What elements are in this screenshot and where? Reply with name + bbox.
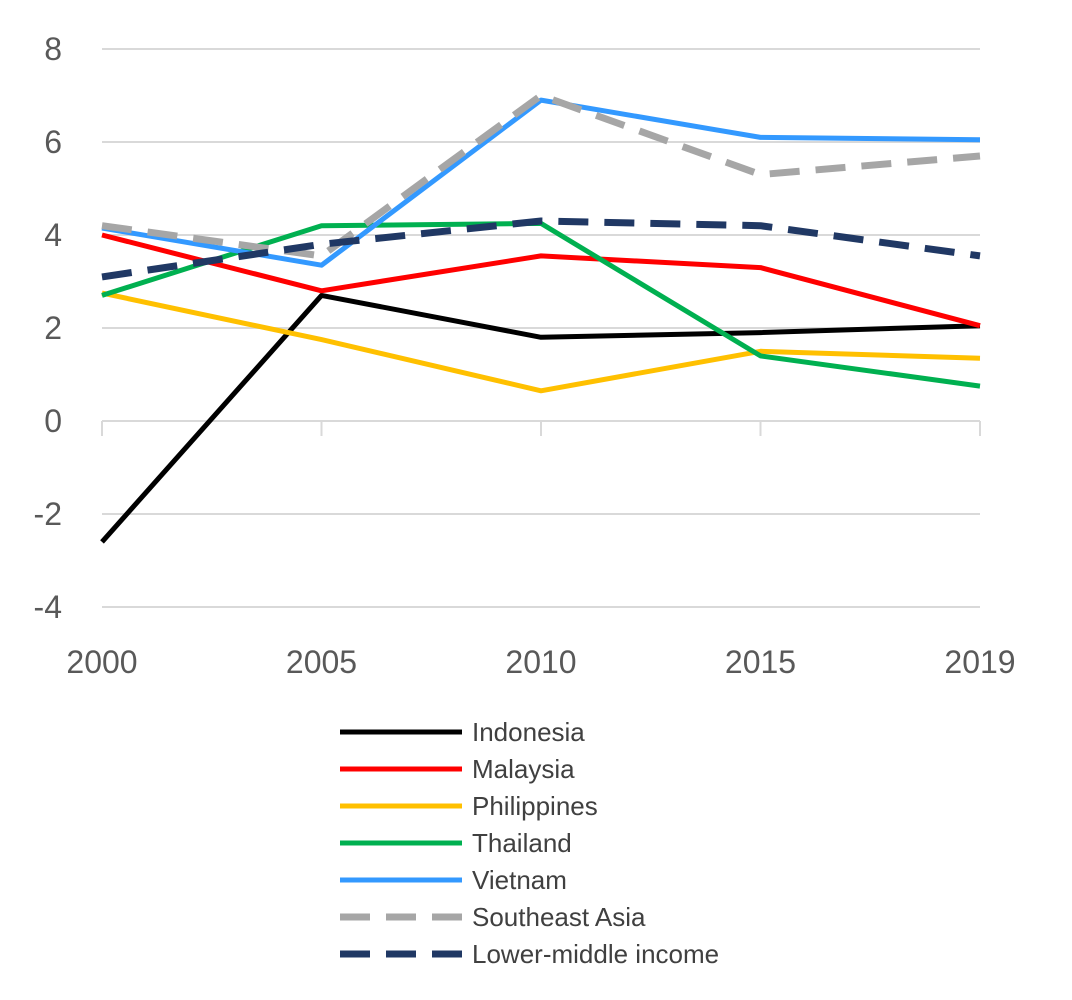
legend-item: Malaysia	[340, 754, 575, 784]
y-tick-label: 4	[44, 217, 62, 253]
x-tick-label: 2015	[725, 644, 796, 680]
legend: Indonesia Malaysia Philippines Thailand Viet…	[340, 717, 719, 969]
series-line-philippines	[101, 290, 981, 394]
legend-label: Indonesia	[472, 717, 585, 747]
series-line-malaysia	[101, 232, 981, 329]
y-tick-label: -4	[34, 589, 62, 625]
series-line-lower-middle-income	[101, 217, 981, 281]
legend-label: Philippines	[472, 791, 598, 821]
legend-label: Malaysia	[472, 754, 575, 784]
y-tick-label: 0	[44, 403, 62, 439]
x-tick-label: 2010	[505, 644, 576, 680]
y-tick-label: 6	[44, 124, 62, 160]
y-tick-label: 2	[44, 310, 62, 346]
x-tick-label: 2000	[66, 644, 137, 680]
legend-item: Lower-middle income	[340, 939, 719, 969]
y-tick-label: -2	[34, 496, 62, 532]
legend-item: Philippines	[340, 791, 598, 821]
x-tick-label: 2019	[944, 644, 1015, 680]
y-tick-label: 8	[44, 31, 62, 67]
legend-label: Southeast Asia	[472, 902, 646, 932]
series-line-southeast-asia	[101, 92, 981, 260]
legend-label: Vietnam	[472, 865, 567, 895]
y-axis-tick-labels: -4 -2 0 2 4 6 8	[34, 31, 62, 625]
x-tick-label: 2005	[286, 644, 357, 680]
legend-label: Thailand	[472, 828, 572, 858]
legend-item: Southeast Asia	[340, 902, 646, 932]
series-lines	[100, 92, 981, 544]
x-axis-tick-labels: 2000 2005 2010 2015 2019	[66, 644, 1015, 680]
x-axis	[101, 420, 981, 436]
legend-label: Lower-middle income	[472, 939, 719, 969]
legend-item: Indonesia	[340, 717, 585, 747]
series-line-indonesia	[100, 292, 981, 544]
legend-item: Thailand	[340, 828, 572, 858]
legend-item: Vietnam	[340, 865, 567, 895]
